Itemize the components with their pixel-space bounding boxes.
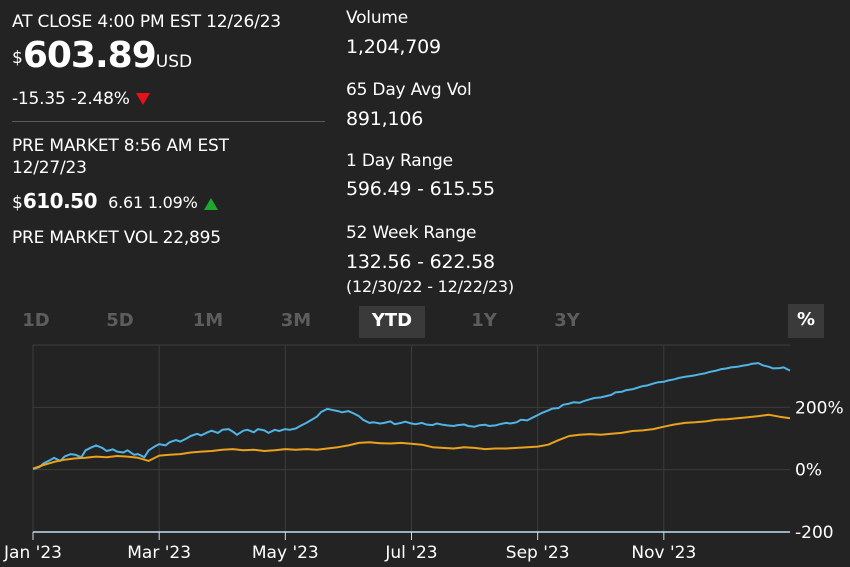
series-line-2 (32, 413, 791, 470)
tab-3y[interactable]: 3Y (554, 310, 580, 331)
tab-ytd[interactable]: YTD (359, 306, 425, 338)
x-tick-label: Mar '23 (127, 543, 191, 563)
percent-toggle-button[interactable]: % (788, 304, 824, 338)
currency-code: USD (155, 52, 193, 72)
day-range-value: 596.49 - 615.55 (346, 178, 495, 200)
week52-range-dates: (12/30/22 - 12/22/23) (346, 277, 514, 296)
y-tick-label: 0% (795, 461, 822, 481)
week52-range-value: 132.56 - 622.58 (346, 251, 495, 273)
x-tick-label: Jan '23 (3, 543, 62, 563)
x-tick-label: Jul '23 (384, 543, 437, 563)
x-tick-label: Nov '23 (631, 543, 696, 563)
currency-symbol: $ (12, 48, 23, 68)
week52-range-label: 52 Week Range (346, 223, 477, 243)
tab-1d[interactable]: 1D (22, 310, 50, 331)
premarket-timestamp: PRE MARKET 8:56 AM EST (12, 136, 229, 156)
price-change-row: -15.35 -2.48% (12, 89, 150, 109)
premarket-volume: PRE MARKET VOL 22,895 (12, 228, 221, 248)
y-axis: 200% 0% -200 (795, 398, 844, 543)
y-tick-label: 200% (795, 398, 844, 418)
close-price-block: $603.89USD (12, 36, 192, 82)
arrow-down-icon (135, 93, 150, 105)
series-line-1 (32, 362, 791, 470)
premarket-price-row: $610.50 6.61 1.09% (12, 186, 218, 218)
close-price: 603.89 (22, 35, 157, 76)
tab-1m[interactable]: 1M (192, 310, 224, 331)
volume-value: 1,204,709 (346, 36, 441, 58)
tab-5d[interactable]: 5D (106, 310, 134, 331)
close-timestamp: AT CLOSE 4:00 PM EST 12/26/23 (12, 12, 281, 32)
x-tick-label: Sep '23 (506, 543, 570, 563)
premarket-date: 12/27/23 (12, 158, 87, 178)
chart-grid (32, 344, 790, 532)
tab-3m[interactable]: 3M (280, 310, 312, 331)
x-axis: Jan '23 Mar '23 May '23 Jul '23 Sep '23 Nov '… (3, 531, 790, 563)
volume-label: Volume (346, 8, 409, 28)
chart-lines (32, 362, 791, 470)
tab-1y[interactable]: 1Y (471, 310, 497, 331)
premarket-currency-symbol: $ (12, 193, 23, 213)
price-change: -15.35 -2.48% (12, 89, 130, 109)
premarket-price: 610.50 (22, 189, 98, 213)
y-tick-label: -200 (795, 523, 834, 543)
premarket-change: 6.61 1.09% (108, 193, 198, 212)
avg-volume-value: 891,106 (346, 108, 424, 130)
day-range-label: 1 Day Range (346, 151, 453, 171)
arrow-up-icon (203, 197, 218, 210)
x-tick-label: May '23 (252, 543, 319, 563)
avg-volume-label: 65 Day Avg Vol (346, 80, 472, 100)
divider (12, 121, 325, 122)
